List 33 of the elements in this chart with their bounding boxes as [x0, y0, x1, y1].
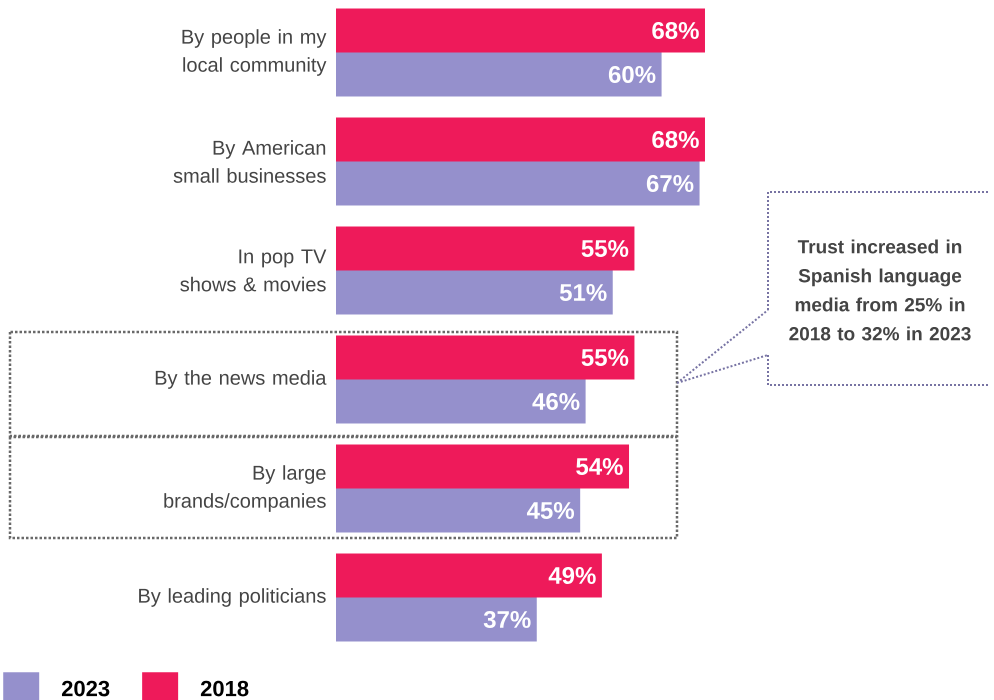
- bar: [336, 117, 705, 162]
- y-tick-label: In pop TV shows & movies: [180, 250, 326, 292]
- bar: [336, 161, 700, 206]
- data-label: 51%: [560, 284, 607, 301]
- data-label: 67%: [646, 175, 694, 192]
- bar: [336, 8, 705, 52]
- data-label: 37%: [484, 610, 531, 628]
- data-label: 55%: [582, 240, 628, 257]
- data-label: 68%: [652, 131, 699, 148]
- bar: [336, 270, 613, 314]
- data-label: 46%: [532, 393, 580, 410]
- legend-label: 2018: [200, 680, 248, 696]
- bar: [336, 379, 586, 424]
- text: Trust increased in Spanish language media from 25% in 2018 to 32% in 2023: [789, 239, 971, 340]
- data-label: 68%: [652, 22, 699, 39]
- bar: [336, 488, 580, 532]
- data-label: 60%: [608, 66, 656, 83]
- bar: [336, 444, 630, 488]
- data-label: 55%: [582, 349, 628, 366]
- bar: [336, 597, 537, 642]
- legend-label: 2023: [62, 680, 110, 696]
- y-tick-label: By large brands/companies: [164, 465, 326, 512]
- data-label: 49%: [548, 567, 596, 584]
- data-label: 45%: [526, 502, 574, 519]
- bar: [336, 52, 662, 96]
- data-label: 54%: [576, 458, 623, 475]
- bar: [336, 553, 602, 598]
- y-tick-label: By leading politicians: [139, 588, 326, 607]
- y-tick-label: By the news media: [156, 370, 326, 389]
- y-tick-label: By people in my local community: [182, 29, 326, 76]
- bar: [336, 335, 634, 380]
- bar: [336, 226, 634, 270]
- y-tick-label: By American small businesses: [174, 140, 326, 183]
